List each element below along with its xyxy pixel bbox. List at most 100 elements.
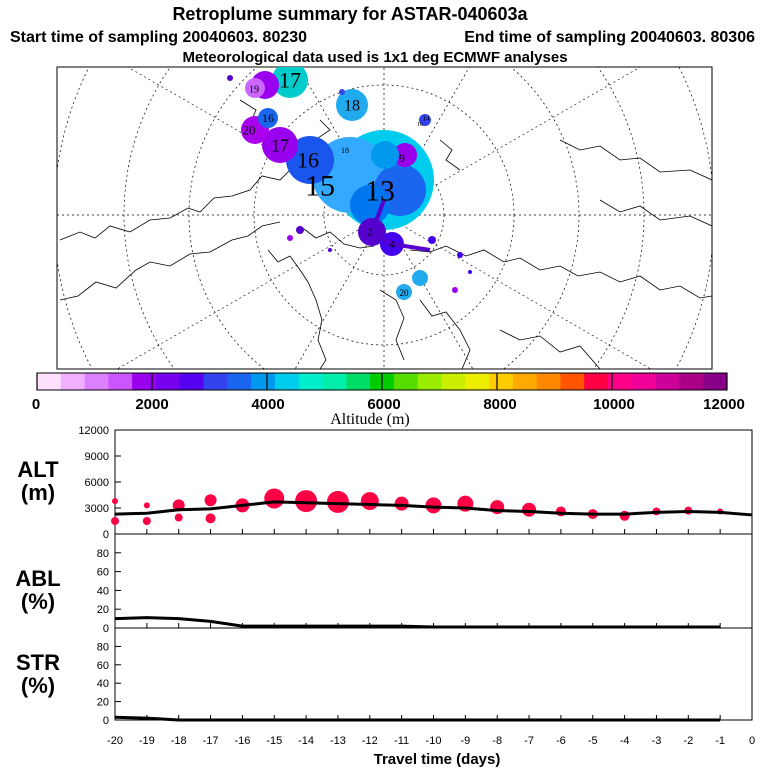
cbar-tick-10000: 10000 bbox=[593, 396, 635, 413]
colorbar-swatch bbox=[465, 373, 490, 390]
alt-ylabel: ALT bbox=[17, 457, 59, 482]
cluster-day-label: 18 bbox=[344, 98, 360, 115]
x-tick-label: -13 bbox=[330, 735, 346, 747]
x-tick-label: -1 bbox=[715, 735, 725, 747]
x-tick-label: -3 bbox=[652, 735, 662, 747]
plume-cluster bbox=[336, 89, 368, 121]
plume-cluster bbox=[468, 270, 472, 274]
altitude-cluster-marker bbox=[264, 488, 285, 509]
colorbar-swatch bbox=[60, 373, 86, 390]
plume-cluster bbox=[393, 143, 417, 167]
plume-trail bbox=[369, 199, 431, 252]
x-tick-label: -7 bbox=[524, 735, 534, 747]
abl-yunit: (%) bbox=[21, 589, 55, 614]
cluster-day-label: 16 bbox=[417, 122, 423, 128]
meridian-line bbox=[383, 214, 652, 369]
meridian-line bbox=[383, 67, 642, 216]
colorbar-swatch bbox=[441, 373, 466, 390]
plume-cluster bbox=[396, 284, 412, 300]
altitude-cluster-marker bbox=[619, 510, 630, 521]
colorbar-swatch bbox=[108, 373, 133, 390]
str-yticks: 0 20 40 60 80 bbox=[97, 641, 753, 727]
map-graticule bbox=[57, 67, 712, 369]
colorbar-swatch bbox=[393, 373, 419, 390]
colorbar-swatch bbox=[512, 373, 538, 390]
altitude-cluster-marker bbox=[112, 498, 118, 505]
y-tick-label: 0 bbox=[103, 623, 109, 635]
x-tick-label: -11 bbox=[394, 735, 409, 747]
y-tick-label: 6000 bbox=[85, 477, 109, 489]
altitude-cluster-marker bbox=[174, 513, 183, 522]
altitude-mean-line bbox=[114, 500, 753, 517]
y-tick-label: 3000 bbox=[85, 503, 109, 515]
altitude-cluster-marker bbox=[555, 506, 566, 517]
x-tick-label: -6 bbox=[556, 735, 566, 747]
abl-ylabel: ABL bbox=[15, 566, 60, 591]
cluster-day-label: 4 bbox=[389, 237, 395, 251]
cluster-day-label: 14 bbox=[423, 114, 431, 122]
cluster-day-label: 9 bbox=[399, 151, 405, 165]
colorbar-swatch bbox=[703, 373, 728, 390]
str-series bbox=[114, 715, 721, 722]
chart-title: Retroplume summary for ASTAR-040603a bbox=[172, 4, 528, 24]
x-tick-label: -19 bbox=[139, 735, 155, 747]
cluster-day-label: 18 bbox=[341, 146, 349, 155]
x-tick-label: -16 bbox=[234, 735, 250, 747]
y-tick-label: 40 bbox=[97, 678, 109, 690]
altitude-cluster-marker bbox=[142, 517, 151, 525]
plume-cluster bbox=[245, 78, 265, 98]
x-tick-label: -20 bbox=[107, 735, 123, 747]
colorbar-swatch bbox=[251, 373, 276, 390]
plume-cluster bbox=[428, 236, 436, 244]
alt-yticks: 0 3000 6000 9000 12000 bbox=[78, 425, 753, 541]
colorbar-swatch bbox=[274, 373, 300, 390]
sampling-end: End time of sampling 20040603. 80306 bbox=[464, 29, 755, 46]
colorbar-swatch bbox=[322, 373, 347, 390]
cbar-tick-0: 0 bbox=[32, 396, 40, 413]
colorbar-swatch bbox=[655, 373, 680, 390]
altitude-cluster-marker bbox=[425, 497, 442, 514]
plume-cluster bbox=[272, 67, 308, 98]
colorbar-swatch bbox=[560, 373, 585, 390]
cluster-day-label: 13 bbox=[365, 175, 395, 208]
y-tick-label: 40 bbox=[97, 585, 109, 597]
plume-cluster bbox=[452, 287, 458, 293]
cluster-day-label: 2 bbox=[368, 228, 373, 239]
colorbar-swatch bbox=[203, 373, 228, 390]
cbar-tick-12000: 12000 bbox=[703, 396, 745, 413]
cbar-tick-2000: 2000 bbox=[135, 396, 168, 413]
plume-cluster bbox=[328, 248, 332, 252]
altitude-cluster-marker bbox=[326, 490, 349, 513]
altitude-cluster-marker bbox=[394, 496, 409, 511]
colorbar-swatch bbox=[84, 373, 109, 390]
altitude-colorbar bbox=[36, 372, 728, 391]
x-tick-label: -12 bbox=[362, 735, 378, 747]
x-tick-label: -10 bbox=[426, 735, 442, 747]
cbar-tick-6000: 6000 bbox=[367, 396, 400, 413]
x-tick-label: 0 bbox=[749, 735, 755, 747]
colorbar-swatch bbox=[489, 373, 514, 390]
str-panel-frame bbox=[114, 627, 753, 721]
cbar-tick-8000: 8000 bbox=[483, 396, 516, 413]
y-tick-label: 60 bbox=[97, 567, 109, 579]
x-tick-label: -4 bbox=[620, 735, 630, 747]
plume-cluster bbox=[457, 252, 463, 258]
str-yunit: (%) bbox=[21, 673, 55, 698]
plume-cluster bbox=[371, 141, 399, 169]
colorbar-label: Altitude (m) bbox=[330, 411, 410, 428]
alt-yunit: (m) bbox=[21, 480, 55, 505]
colorbar-swatch bbox=[37, 373, 62, 390]
y-tick-label: 20 bbox=[97, 604, 109, 616]
colorbar-swatch bbox=[298, 373, 324, 390]
plume-cluster bbox=[227, 75, 233, 81]
sampling-start: Start time of sampling 20040603. 80230 bbox=[10, 29, 307, 46]
altitude-cluster-marker bbox=[295, 490, 318, 513]
str-ylabel: STR bbox=[16, 650, 60, 675]
plume-cluster bbox=[419, 114, 431, 126]
altitude-cluster-marker bbox=[205, 513, 216, 524]
cluster-day-label: 16 bbox=[262, 111, 274, 125]
y-tick-label: 20 bbox=[97, 697, 109, 709]
y-tick-label: 60 bbox=[97, 660, 109, 672]
x-axis-label: Travel time (days) bbox=[374, 751, 501, 768]
